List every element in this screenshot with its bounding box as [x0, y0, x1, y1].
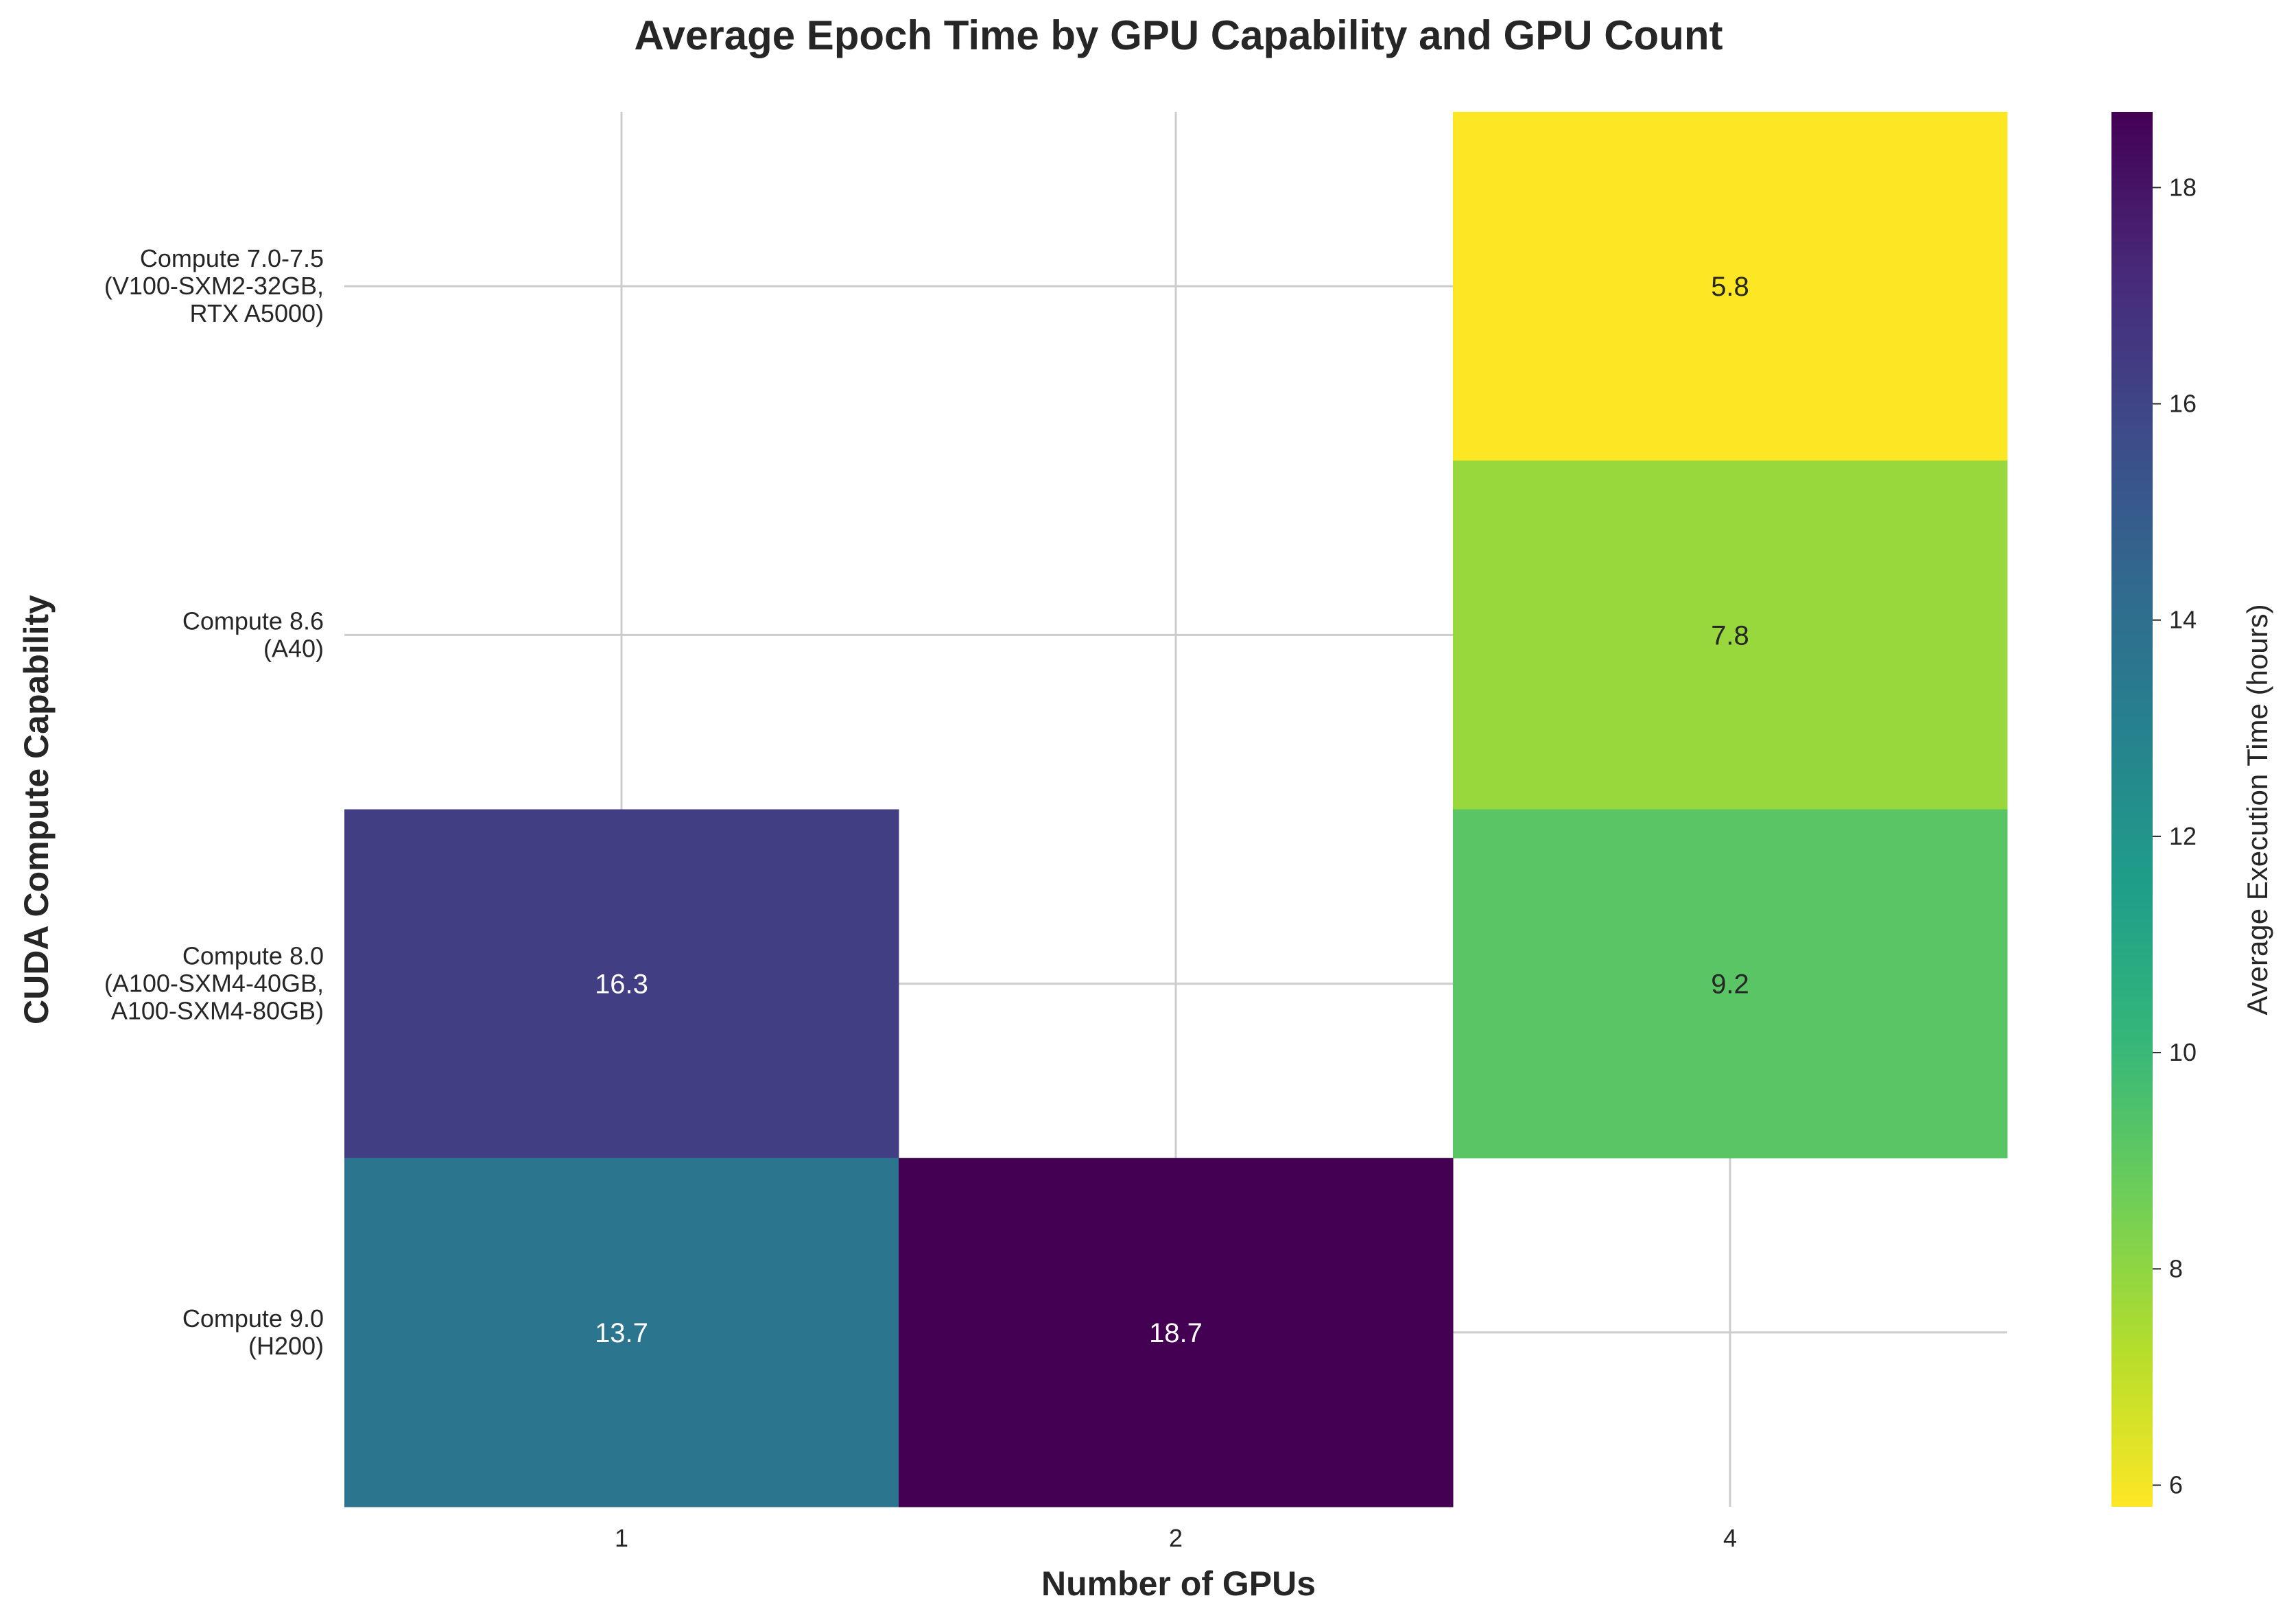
- colorbar-tick-label: 10: [2169, 1038, 2197, 1066]
- colorbar-gradient: [2111, 112, 2153, 1507]
- colorbar-tick-label: 18: [2169, 173, 2197, 201]
- heatmap-cell: [344, 1158, 899, 1507]
- x-tick-label: 1: [615, 1524, 628, 1552]
- colorbar-tick-label: 14: [2169, 606, 2197, 634]
- colorbar-ticks: 6 8 10 12 14 16 18: [2153, 173, 2197, 1499]
- cell-value-label: 7.8: [1711, 620, 1749, 650]
- chart-title: Average Epoch Time by GPU Capability and…: [635, 12, 1723, 58]
- heatmap-cell: [344, 809, 899, 1159]
- x-tick-labels: 1 2 4: [615, 1524, 1737, 1552]
- y-axis-label: CUDA Compute Capability: [17, 595, 56, 1024]
- x-tick-label: 2: [1169, 1524, 1183, 1552]
- colorbar-tick-label: 6: [2169, 1470, 2183, 1499]
- y-tick-labels: Compute 7.0-7.5 (V100-SXM2-32GB, RTX A5000…: [104, 244, 324, 1360]
- colorbar-label: Average Execution Time (hours): [2241, 604, 2273, 1015]
- y-tick-label: Compute 8.6 (A40): [182, 607, 324, 662]
- heatmap-cells: 5.8 7.8 16.3 9.2 13.7 18.7: [344, 112, 2008, 1507]
- cell-value-label: 9.2: [1711, 970, 1749, 1000]
- y-tick-label: Compute 8.0 (A100-SXM4-40GB, A100-SXM4-80G…: [104, 942, 324, 1025]
- colorbar-tick-label: 8: [2169, 1254, 2183, 1282]
- heatmap-cell: [1453, 809, 2008, 1159]
- heatmap-cell: [1453, 112, 2008, 461]
- colorbar-tick-label: 16: [2169, 390, 2197, 418]
- y-tick-label: Compute 9.0 (H200): [182, 1304, 324, 1360]
- cell-value-label: 18.7: [1149, 1318, 1203, 1348]
- cell-value-label: 13.7: [595, 1318, 648, 1348]
- colorbar-tick-label: 12: [2169, 822, 2197, 850]
- cell-value-label: 16.3: [595, 970, 648, 1000]
- x-axis-label: Number of GPUs: [1041, 1564, 1316, 1603]
- x-tick-label: 4: [1723, 1524, 1737, 1552]
- y-tick-label: Compute 7.0-7.5 (V100-SXM2-32GB, RTX A5000…: [104, 244, 324, 327]
- heatmap-cell: [1453, 460, 2008, 810]
- cell-value-label: 5.8: [1711, 272, 1749, 302]
- colorbar: 6 8 10 12 14 16 18 Average Execution Time (hou…: [2111, 112, 2273, 1507]
- heatmap-cell: [899, 1158, 1454, 1507]
